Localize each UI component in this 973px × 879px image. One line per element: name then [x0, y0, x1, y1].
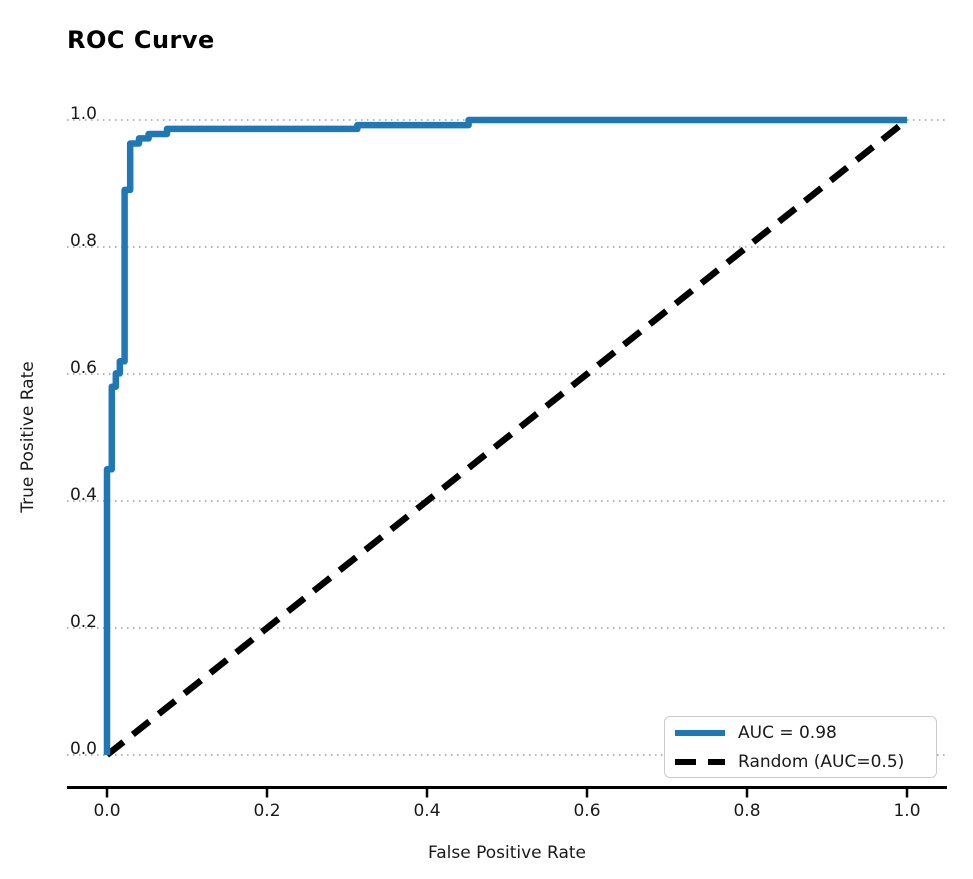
x-axis-label: False Positive Rate — [428, 843, 586, 863]
y-tick-label: 0.0 — [69, 739, 97, 759]
roc-curve-line — [103, 116, 907, 755]
legend-entry-roc: AUC = 0.98 — [675, 722, 926, 744]
chart-title: ROC Curve — [67, 26, 215, 54]
y-axis-label: True Positive Rate — [18, 361, 38, 513]
y-tick-label: 0.2 — [69, 612, 97, 632]
x-tick-label: 1.0 — [893, 801, 921, 821]
x-tick-label: 0.4 — [413, 801, 441, 821]
x-tick-label: 0.6 — [573, 801, 601, 821]
legend-label-random: Random (AUC=0.5) — [738, 751, 905, 772]
legend-entry-random: Random (AUC=0.5) — [675, 751, 926, 773]
x-axis-ticks — [105, 789, 909, 798]
x-tick-label: 0.0 — [93, 801, 121, 821]
random-line-swatch-icon — [675, 758, 725, 765]
y-tick-label: 0.8 — [69, 231, 97, 251]
series-lines — [103, 116, 910, 758]
y-tick-label: 0.6 — [69, 358, 97, 378]
y-tick-label: 1.0 — [69, 104, 97, 124]
x-tick-label: 0.2 — [253, 801, 281, 821]
x-tick-label: 0.8 — [733, 801, 761, 821]
random-baseline-line — [104, 117, 910, 758]
legend: AUC = 0.98 Random (AUC=0.5) — [664, 716, 937, 778]
roc-line-swatch-icon — [675, 729, 725, 736]
legend-label-roc: AUC = 0.98 — [738, 722, 837, 743]
y-tick-label: 0.4 — [69, 485, 97, 505]
